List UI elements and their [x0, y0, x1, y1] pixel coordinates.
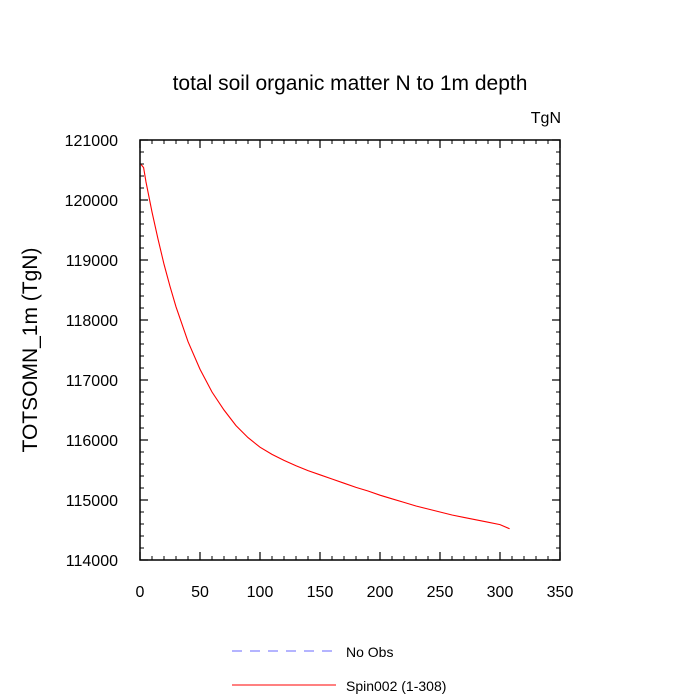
- y-tick-label: 121000: [65, 133, 118, 150]
- data-series: [140, 164, 510, 530]
- legend-label-no-obs: No Obs: [346, 644, 393, 660]
- y-tick-label: 118000: [66, 313, 118, 330]
- chart-title: total soil organic matter N to 1m depth: [173, 72, 528, 95]
- y-tick-label: 114000: [66, 553, 118, 570]
- y-tick-label: 117000: [66, 373, 118, 390]
- y-tick-label: 119000: [66, 253, 118, 270]
- x-tick-label: 200: [367, 584, 394, 601]
- y-tick-label: 120000: [65, 193, 118, 210]
- x-tick-label: 100: [247, 584, 274, 601]
- x-tick-label: 300: [487, 584, 514, 601]
- series-line-spin002-1-308-: [140, 164, 510, 530]
- y-axis-label: TOTSOMN_1m (TgN): [19, 248, 42, 453]
- x-tick-label: 50: [191, 584, 209, 601]
- y-tick-labels: 114000 115000 116000 117000 118000 119000 1200…: [65, 133, 118, 570]
- x-tick-label: 150: [307, 584, 334, 601]
- y-tick-label: 116000: [66, 433, 118, 450]
- x-tick-label: 0: [136, 584, 145, 601]
- axis-ticks: [139, 139, 561, 561]
- x-tick-label: 350: [547, 584, 574, 601]
- legend-label-spin002: Spin002 (1-308): [346, 678, 446, 694]
- legend: No Obs Spin002 (1-308): [232, 644, 446, 694]
- y-tick-label: 115000: [66, 493, 118, 510]
- plot-frame: [139, 139, 561, 561]
- units-label: TgN: [531, 110, 561, 127]
- x-tick-label: 250: [427, 584, 454, 601]
- x-tick-labels: 0 50 100 150 200 250 300 350: [136, 584, 574, 601]
